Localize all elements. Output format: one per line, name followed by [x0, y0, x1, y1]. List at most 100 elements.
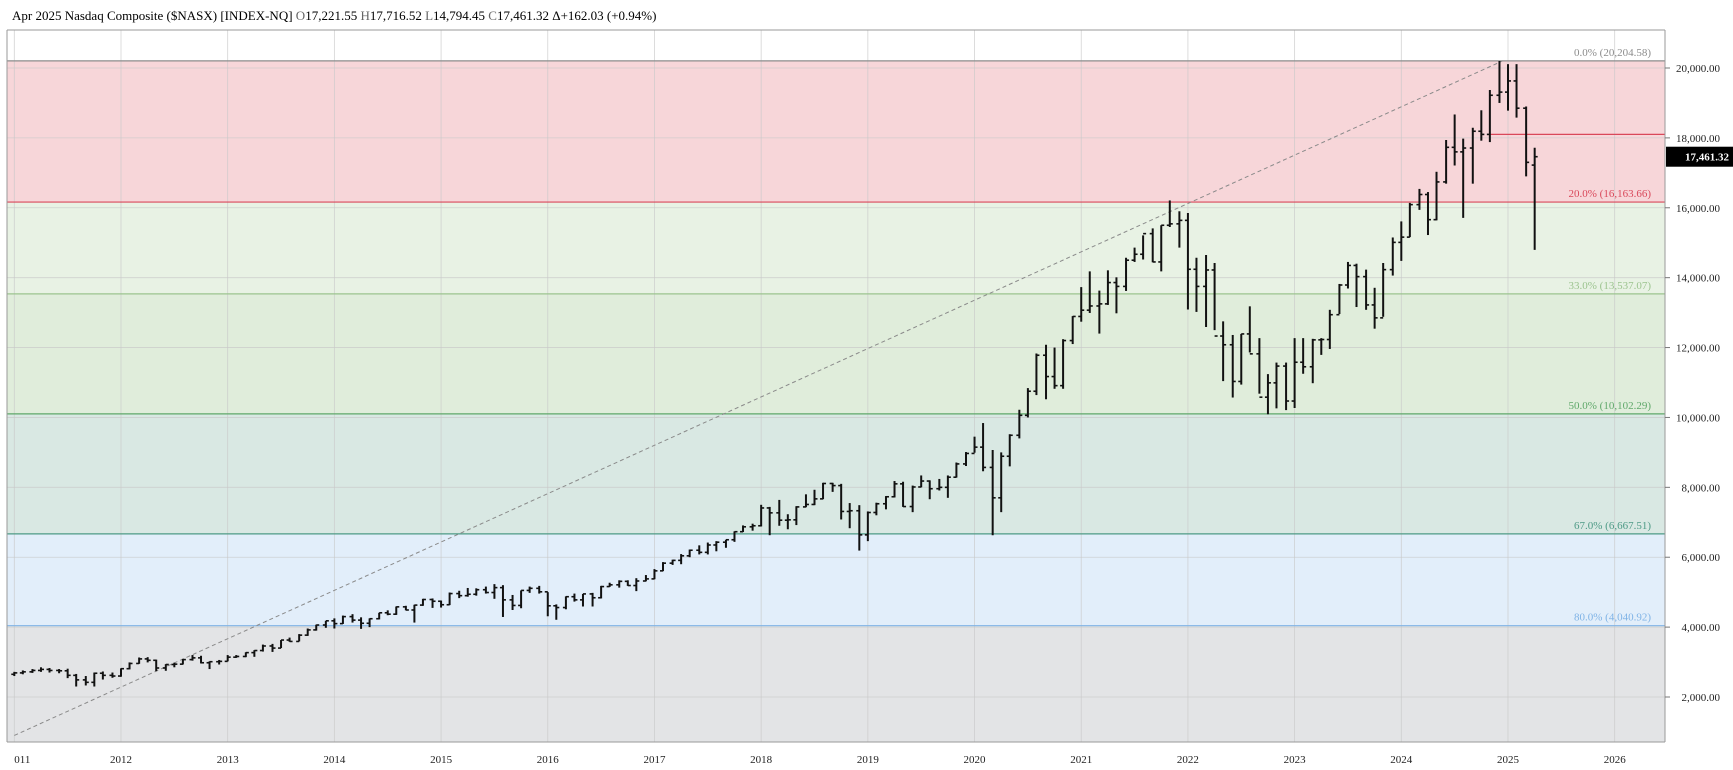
ohlc-bar — [1353, 263, 1360, 308]
ohlc-bar — [313, 624, 320, 631]
ohlc-bar — [1176, 211, 1183, 248]
ohlc-bar — [438, 600, 445, 608]
ohlc-bar — [1443, 139, 1450, 184]
y-tick-label: 8,000.00 — [1682, 482, 1721, 494]
ohlc-bar — [1505, 64, 1511, 111]
x-tick-label: 2015 — [430, 754, 453, 766]
ohlc-bar — [198, 655, 205, 664]
y-tick-label: 16,000.00 — [1676, 203, 1721, 215]
ohlc-bar — [118, 667, 124, 677]
ohlc-bar — [971, 436, 978, 455]
ohlc-bar — [1380, 262, 1387, 319]
ohlc-bar — [322, 620, 329, 628]
ohlc-bar — [19, 670, 26, 675]
ohlc-bar — [1416, 188, 1423, 210]
x-tick-label: 2025 — [1497, 754, 1520, 766]
ohlc-bar — [73, 673, 80, 687]
ohlc-bar — [1460, 138, 1467, 218]
ohlc-bar — [900, 481, 907, 508]
ohlc-bar — [740, 525, 747, 533]
ohlc-bar — [1069, 315, 1076, 345]
ohlc-bar — [1203, 254, 1210, 327]
ohlc-bar — [331, 618, 338, 629]
ohlc-bar — [429, 598, 436, 608]
grid-lines — [7, 30, 1665, 742]
x-tick-label: 2013 — [217, 754, 240, 766]
x-tick-label: 2021 — [1070, 754, 1092, 766]
ohlc-bar — [953, 462, 960, 478]
zone-20-33 — [7, 202, 1665, 294]
ohlc-bar — [464, 587, 471, 597]
ohlc-bar — [1318, 338, 1325, 355]
ohlc-bar — [233, 655, 240, 658]
ohlc-bar — [722, 538, 729, 548]
ohlc-bar — [171, 662, 178, 668]
ohlc-bar — [296, 634, 303, 643]
ohlc-bar — [980, 423, 987, 472]
ohlc-bar — [144, 657, 151, 663]
ohlc-bar — [838, 483, 845, 520]
ohlc-bar — [393, 606, 400, 615]
ohlc-bar — [82, 676, 89, 686]
ohlc-bar — [1033, 353, 1040, 396]
ohlc-bar — [509, 594, 516, 610]
ohlc-bar — [206, 660, 213, 670]
ohlc-bar — [11, 671, 18, 677]
ohlc-bar — [456, 590, 463, 599]
ohlc-bar — [1523, 106, 1530, 177]
ohlc-bar — [1344, 261, 1351, 289]
ohlc-bar — [278, 639, 285, 649]
ohlc-bar — [926, 480, 933, 500]
close-value: 17,461.32 — [496, 8, 549, 23]
symbol-title: Apr 2025 Nasdaq Composite ($NASX) [INDEX… — [12, 8, 293, 23]
ohlc-bar — [704, 542, 711, 555]
ohlc-bar — [820, 482, 827, 500]
ohlc-bar — [633, 578, 640, 592]
trend-line — [14, 60, 1503, 736]
ohlc-bar — [411, 604, 418, 623]
ohlc-bar — [1131, 247, 1138, 262]
ohlc-bar — [936, 478, 943, 491]
ohlc-bar — [918, 475, 925, 488]
fib-level-label: 80.0% (4,040.92) — [1574, 612, 1651, 624]
ohlc-bar — [269, 643, 276, 652]
x-tick-label: 2012 — [110, 754, 132, 766]
last-price-tag: 17,461.32 — [1685, 152, 1730, 164]
ohlc-bar — [136, 657, 143, 665]
ohlc-bar — [1051, 347, 1058, 389]
ohlc-bar — [376, 611, 383, 620]
ohlc-bar — [216, 659, 223, 665]
ohlc-bar — [1309, 338, 1316, 384]
ohlc-bar — [776, 499, 783, 526]
ohlc-bar — [482, 586, 489, 594]
ohlc-bar — [1256, 338, 1263, 398]
high-value: 17,716.52 — [369, 8, 422, 23]
ohlc-bar — [1389, 237, 1396, 276]
ohlc-bar — [1238, 333, 1245, 385]
ohlc-bar — [64, 668, 71, 679]
x-tick-label: 2018 — [750, 754, 773, 766]
ohlc-bar — [589, 592, 596, 607]
ohlc-bar — [731, 530, 738, 542]
axes: 2,000.00 4,000.00 6,000.00 8,000.00 10,000.0… — [6, 29, 1733, 766]
fib-level-label: 33.0% (13,537.07) — [1569, 280, 1652, 292]
ohlc-bar — [998, 452, 1005, 513]
ohlc-bar — [1273, 362, 1280, 409]
ohlc-bar — [1016, 409, 1023, 439]
change-value: Δ+162.03 (+0.94%) — [552, 8, 657, 23]
ohlc-bar — [1113, 277, 1120, 314]
ohlc-bar — [571, 593, 578, 602]
ohlc-bar — [473, 588, 480, 596]
x-tick-label: 2024 — [1390, 754, 1413, 766]
zone-50-67 — [7, 413, 1665, 534]
ohlc-bar — [162, 663, 169, 671]
ohlc-bar — [286, 637, 293, 643]
ohlc-bar — [1078, 287, 1085, 322]
ohlc-bar — [1140, 232, 1147, 260]
high-key: H — [360, 8, 370, 23]
ohlc-bar — [1264, 374, 1271, 415]
ohlc-bar — [1006, 434, 1013, 467]
ohlc-bar — [1451, 114, 1458, 166]
ohlc-bar — [224, 655, 231, 663]
low-key: L — [425, 8, 434, 23]
